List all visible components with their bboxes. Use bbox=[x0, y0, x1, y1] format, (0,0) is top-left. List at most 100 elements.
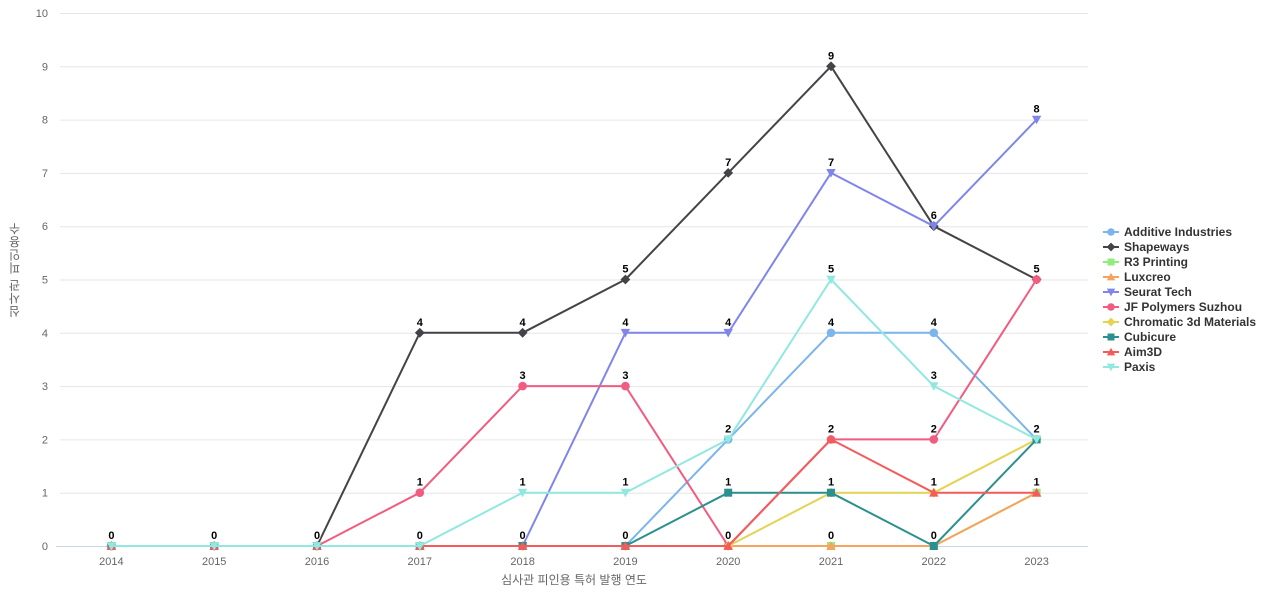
series-marker[interactable] bbox=[929, 488, 939, 497]
legend-item-aim3d[interactable]: Aim3D bbox=[1103, 344, 1256, 359]
y-tick-label: 2 bbox=[42, 434, 48, 446]
series-marker[interactable] bbox=[1106, 242, 1116, 251]
legend-series-marker-icon bbox=[1103, 333, 1119, 340]
series-marker[interactable] bbox=[1106, 272, 1116, 280]
series-luxcreo bbox=[106, 488, 1042, 550]
series-marker[interactable] bbox=[517, 488, 528, 498]
y-tick-label: 9 bbox=[42, 61, 48, 73]
series-marker[interactable] bbox=[826, 328, 836, 338]
series-marker[interactable] bbox=[929, 222, 939, 231]
series-marker[interactable] bbox=[929, 435, 939, 444]
series-marker[interactable] bbox=[929, 382, 939, 391]
series-marker[interactable] bbox=[1106, 317, 1116, 326]
series-marker[interactable] bbox=[620, 541, 631, 550]
y-tick-label: 1 bbox=[42, 488, 48, 500]
series-marker[interactable] bbox=[724, 488, 733, 497]
series-marker[interactable] bbox=[1032, 275, 1041, 284]
series-marker[interactable] bbox=[620, 274, 631, 285]
data-label: 1 bbox=[931, 477, 937, 489]
series-line bbox=[110, 491, 1038, 547]
legend-item-r3-printing[interactable]: R3 Printing bbox=[1103, 254, 1256, 269]
series-marker[interactable] bbox=[620, 328, 631, 338]
legend-item-jf-polymers-suzhou[interactable]: JF Polymers Suzhou bbox=[1103, 299, 1256, 314]
series-marker[interactable] bbox=[826, 541, 836, 550]
series-marker[interactable] bbox=[929, 542, 938, 550]
legend-item-chromatic-3d-materials[interactable]: Chromatic 3d Materials bbox=[1103, 314, 1256, 329]
y-tick-label: 0 bbox=[42, 541, 48, 553]
series-marker[interactable] bbox=[209, 542, 219, 551]
data-label: 1 bbox=[520, 477, 526, 489]
legend-item-shapeways[interactable]: Shapeways bbox=[1103, 239, 1256, 254]
series-marker[interactable] bbox=[827, 488, 835, 497]
data-label: 1 bbox=[1034, 477, 1040, 489]
series-marker[interactable] bbox=[723, 328, 733, 338]
series-marker[interactable] bbox=[621, 381, 630, 391]
series-marker[interactable] bbox=[1106, 347, 1116, 355]
series-marker[interactable] bbox=[826, 169, 836, 178]
series-marker[interactable] bbox=[312, 542, 322, 551]
data-label: 0 bbox=[520, 530, 526, 542]
legend-item-label: Chromatic 3d Materials bbox=[1124, 314, 1257, 329]
legend-series-marker-icon bbox=[1103, 363, 1119, 371]
series-r3-printing bbox=[107, 488, 1041, 550]
series-marker[interactable] bbox=[1107, 258, 1115, 265]
y-tick-label: 6 bbox=[42, 221, 48, 233]
data-label: 9 bbox=[828, 50, 834, 62]
legend-item-label: Shapeways bbox=[1124, 239, 1190, 254]
series-marker[interactable] bbox=[1031, 435, 1042, 445]
data-label: 0 bbox=[622, 530, 628, 542]
data-label: 4 bbox=[417, 317, 424, 329]
series-line bbox=[110, 491, 1038, 547]
series-marker[interactable] bbox=[106, 542, 117, 551]
data-label: 5 bbox=[622, 264, 628, 276]
x-tick-label: 2021 bbox=[819, 556, 843, 568]
data-label: 4 bbox=[931, 317, 938, 329]
series-marker[interactable] bbox=[1107, 333, 1115, 340]
data-label: 2 bbox=[725, 423, 731, 435]
series-marker[interactable] bbox=[1031, 115, 1042, 125]
series-jf-polymers-suzhou bbox=[107, 275, 1041, 551]
legend-item-paxis[interactable]: Paxis bbox=[1103, 359, 1256, 374]
series-marker[interactable] bbox=[1107, 227, 1115, 236]
series-marker[interactable] bbox=[518, 381, 527, 391]
series-marker[interactable] bbox=[826, 61, 836, 72]
series-marker[interactable] bbox=[1106, 363, 1116, 371]
series-marker[interactable] bbox=[723, 168, 734, 178]
legend-item-seurat-tech[interactable]: Seurat Tech bbox=[1103, 284, 1256, 299]
legend-series-marker-icon bbox=[1103, 288, 1119, 296]
series-marker[interactable] bbox=[1031, 488, 1042, 497]
series-marker[interactable] bbox=[620, 488, 631, 498]
y-tick-label: 7 bbox=[42, 168, 48, 180]
series-marker[interactable] bbox=[723, 435, 733, 445]
series-marker[interactable] bbox=[723, 541, 733, 550]
series-marker[interactable] bbox=[415, 488, 425, 498]
x-tick-label: 2020 bbox=[716, 556, 740, 568]
legend-item-luxcreo[interactable]: Luxcreo bbox=[1103, 269, 1256, 284]
data-label: 1 bbox=[622, 477, 628, 489]
data-label: 3 bbox=[622, 370, 628, 382]
y-tick-label: 4 bbox=[42, 328, 48, 340]
x-tick-label: 2018 bbox=[510, 556, 534, 568]
series-marker[interactable] bbox=[1106, 288, 1116, 296]
series-marker[interactable] bbox=[826, 434, 836, 444]
legend-item-additive-industries[interactable]: Additive Industries bbox=[1103, 224, 1256, 239]
legend-item-label: Aim3D bbox=[1124, 344, 1163, 359]
x-tick-label: 2022 bbox=[922, 556, 946, 568]
series-marker[interactable] bbox=[517, 541, 528, 550]
data-label: 4 bbox=[622, 317, 629, 329]
series-marker[interactable] bbox=[517, 327, 528, 338]
series-marker[interactable] bbox=[415, 542, 425, 551]
x-tick-label: 2014 bbox=[99, 556, 123, 568]
legend-item-cubicure[interactable]: Cubicure bbox=[1103, 329, 1256, 344]
data-label: 1 bbox=[417, 477, 423, 489]
series-marker[interactable] bbox=[1107, 302, 1115, 311]
data-label: 3 bbox=[520, 370, 526, 382]
series-marker[interactable] bbox=[929, 328, 939, 338]
series-marker[interactable] bbox=[826, 275, 836, 285]
series-line bbox=[110, 278, 1038, 547]
data-label: 0 bbox=[108, 530, 114, 542]
data-label: 1 bbox=[725, 477, 731, 489]
series-marker[interactable] bbox=[414, 327, 425, 338]
data-label: 8 bbox=[1034, 104, 1040, 116]
